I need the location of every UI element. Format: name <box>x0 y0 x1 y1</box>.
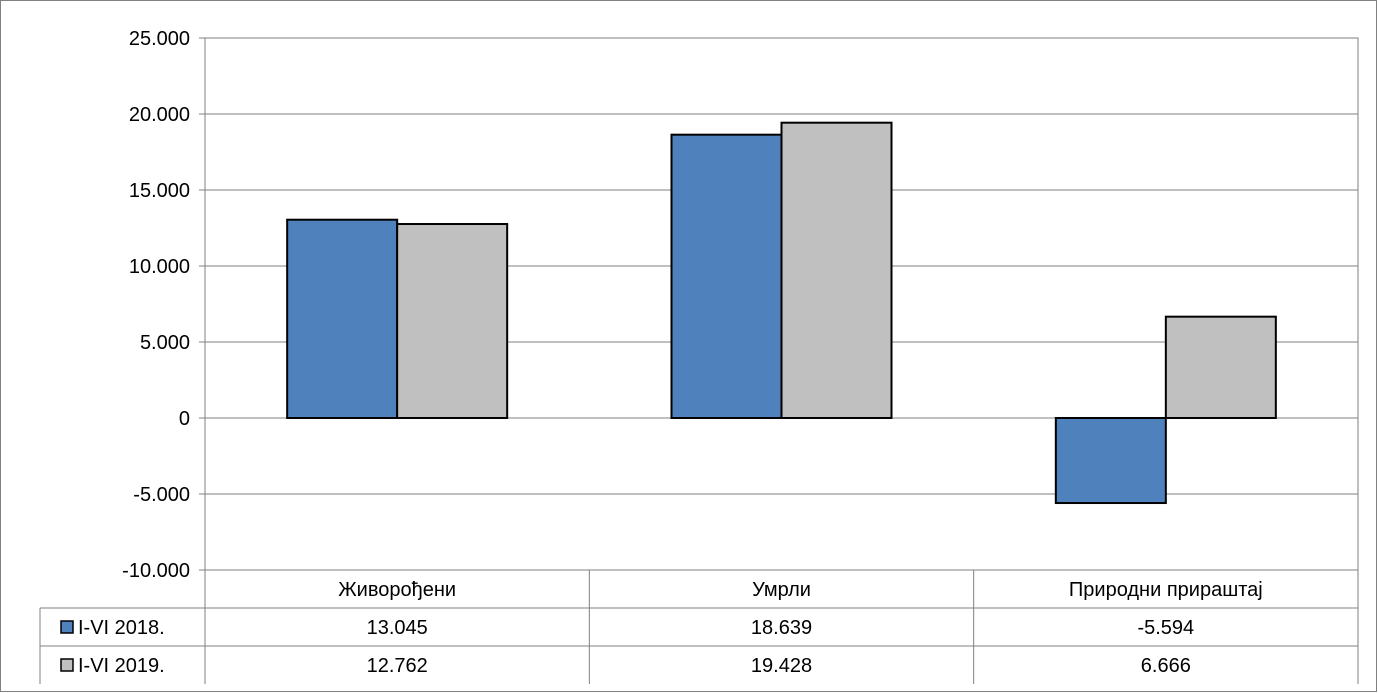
x-category-label: Живорођени <box>338 579 456 601</box>
data-value-label: 18.639 <box>751 617 812 639</box>
y-tick-label: 0 <box>179 408 190 430</box>
bar-series-1-category-2 <box>1164 315 1277 419</box>
bar-series-1-category-0 <box>396 223 509 419</box>
legend-label: I-VI 2018. <box>78 617 165 639</box>
bar-series-1-category-1 <box>780 121 893 419</box>
data-value-label: 12.762 <box>367 655 428 677</box>
legend-swatch <box>60 620 74 634</box>
data-value-label: -5.594 <box>1137 617 1194 639</box>
y-tick-label: 10.000 <box>129 256 190 278</box>
y-tick-label: -5.000 <box>133 484 190 506</box>
y-axis-tick-labels: 25.000 20.000 15.000 10.000 5.000 0 -5.000 -10.… <box>122 28 205 582</box>
data-table: Живорођени Умрли Природни прираштај I-VI 20… <box>39 569 1359 684</box>
x-category-label: Природни прираштај <box>1069 579 1263 601</box>
legend-label: I-VI 2019. <box>78 655 165 677</box>
legend-swatch <box>60 658 74 672</box>
x-category-label: Умрли <box>752 579 811 601</box>
bar-series-0-category-1 <box>670 133 783 419</box>
y-tick-label: 25.000 <box>129 28 190 50</box>
bars <box>286 121 1277 505</box>
bar-series-0-category-0 <box>286 218 399 419</box>
data-value-label: 13.045 <box>367 617 428 639</box>
data-value-label: 19.428 <box>751 655 812 677</box>
y-tick-label: 15.000 <box>129 180 190 202</box>
bar-series-0-category-2 <box>1054 417 1167 505</box>
y-tick-label: -10.000 <box>122 560 190 582</box>
data-value-label: 6.666 <box>1141 655 1191 677</box>
y-tick-label: 20.000 <box>129 104 190 126</box>
y-tick-label: 5.000 <box>140 332 190 354</box>
